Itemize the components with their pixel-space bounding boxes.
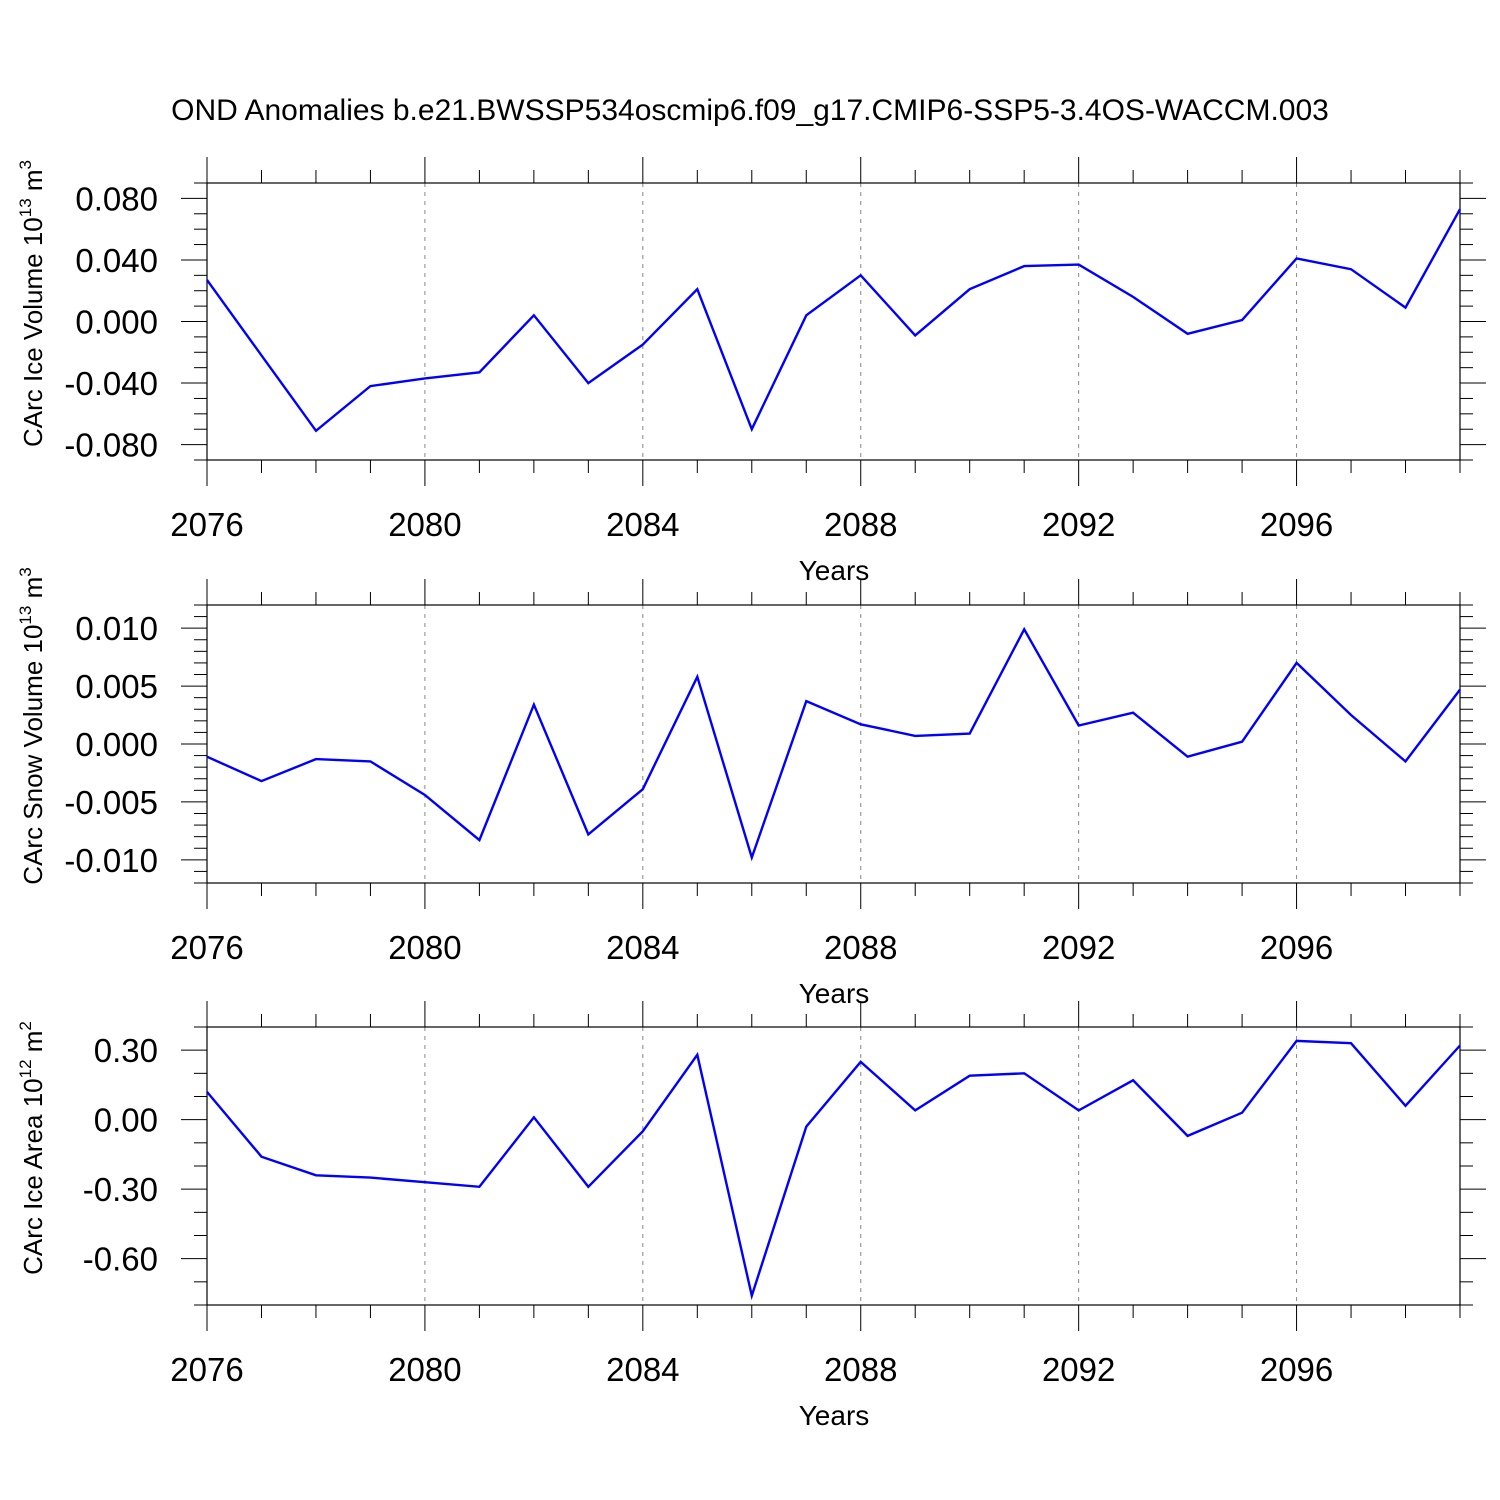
x-tick-label: 2076 [170, 506, 243, 543]
y-axis-label-part: m [18, 1031, 48, 1060]
x-tick-label: 2096 [1260, 1351, 1333, 1388]
x-tick-label: 2096 [1260, 929, 1333, 966]
y-axis-label-superscript: 3 [16, 567, 35, 576]
x-axis-label: Years [799, 1400, 870, 1431]
x-tick-label: 2092 [1042, 1351, 1115, 1388]
y-axis-label-part: CArc Snow Volume 10 [18, 625, 48, 885]
y-tick-label: -0.60 [83, 1241, 158, 1278]
y-tick-label: 0.30 [94, 1032, 158, 1069]
y-axis-label: CArc Ice Area 1012 m2 [16, 1021, 48, 1275]
x-tick-label: 2084 [606, 1351, 679, 1388]
y-tick-label: 0.010 [75, 610, 158, 647]
x-tick-label: 2084 [606, 506, 679, 543]
x-tick-label: 2084 [606, 929, 679, 966]
chart-panel-2: 2076 2080 2084 2088 2092 2096 -0.010 -0.005 0.00… [16, 567, 1486, 1009]
figure-title: OND Anomalies b.e21.BWSSP534oscmip6.f09_… [171, 94, 1329, 127]
series-line [206, 626, 1461, 862]
x-tick-label: 2088 [824, 506, 897, 543]
y-axis-label-superscript: 13 [16, 606, 35, 625]
y-tick-label: 0.000 [75, 726, 158, 763]
x-tick-label: 2080 [388, 929, 461, 966]
y-axis-label: CArc Snow Volume 1013 m3 [16, 567, 48, 884]
x-axis-label: Years [799, 555, 870, 586]
x-tick-label: 2076 [170, 1351, 243, 1388]
y-axis-label-superscript: 2 [16, 1021, 35, 1030]
y-axis-label-superscript: 12 [16, 1059, 35, 1078]
y-axis-label: CArc Ice Volume 1013 m3 [16, 160, 48, 447]
series-line [206, 1039, 1461, 1301]
y-tick-label: -0.040 [64, 365, 158, 402]
x-tick-label: 2092 [1042, 506, 1115, 543]
x-tick-label: 2092 [1042, 929, 1115, 966]
y-tick-label: 0.000 [75, 304, 158, 341]
panels: 2076 2080 2084 2088 2092 2096 -0.080 -0.040 0.00… [16, 157, 1486, 1431]
y-axis-label-part: CArc Ice Volume 10 [18, 217, 48, 447]
y-axis-label-part: CArc Ice Area 10 [18, 1078, 48, 1275]
series-line [206, 208, 1462, 433]
x-tick-label: 2076 [170, 929, 243, 966]
y-tick-label: 0.040 [75, 242, 158, 279]
y-axis-label-part: m [18, 169, 48, 198]
y-tick-label: -0.010 [64, 842, 158, 879]
chart-panel-1: 2076 2080 2084 2088 2092 2096 -0.080 -0.040 0.00… [16, 157, 1486, 586]
x-tick-label: 2080 [388, 1351, 461, 1388]
y-tick-label: 0.080 [75, 180, 158, 217]
x-tick-label: 2080 [388, 506, 461, 543]
y-tick-label: 0.00 [94, 1102, 158, 1139]
x-tick-label: 2088 [824, 1351, 897, 1388]
x-axis-label: Years [799, 978, 870, 1009]
y-axis-label-superscript: 13 [16, 198, 35, 217]
y-tick-label: -0.30 [83, 1171, 158, 1208]
y-tick-label: 0.005 [75, 668, 158, 705]
y-axis-label-superscript: 3 [16, 160, 35, 169]
y-axis-label-part: m [18, 577, 48, 606]
y-tick-label: -0.005 [64, 784, 158, 821]
x-tick-label: 2096 [1260, 506, 1333, 543]
x-tick-label: 2088 [824, 929, 897, 966]
y-tick-label: -0.080 [64, 427, 158, 464]
chart-panel-3: 2076 2080 2084 2088 2092 2096 -0.60 -0.30 0.00 0.… [16, 1001, 1486, 1431]
